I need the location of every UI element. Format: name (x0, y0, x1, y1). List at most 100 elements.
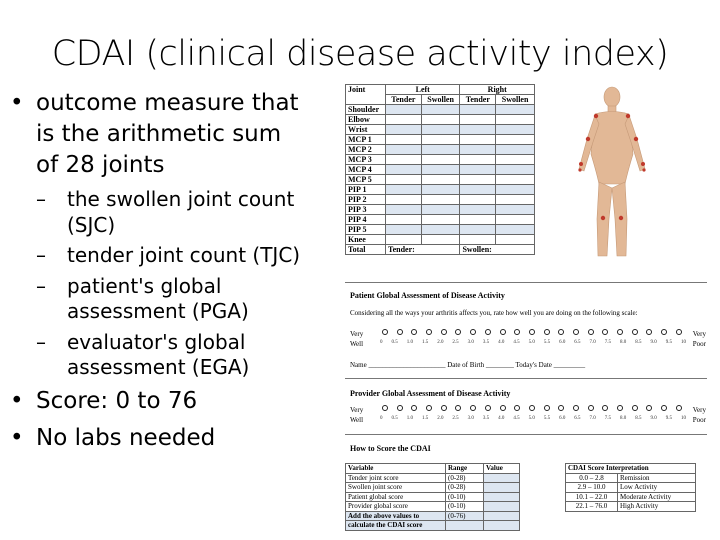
joint-count-cell[interactable] (420, 104, 461, 115)
score-value-cell[interactable] (483, 482, 520, 493)
joint-count-cell[interactable] (420, 154, 461, 165)
scale-radio[interactable] (646, 405, 653, 411)
scale-radio[interactable] (558, 405, 565, 411)
scale-radio[interactable] (411, 405, 418, 411)
joint-count-cell[interactable] (459, 104, 497, 115)
joint-count-cell[interactable] (385, 104, 422, 115)
joint-count-cell[interactable] (420, 114, 461, 125)
scale-radio[interactable] (484, 329, 491, 335)
scale-radio[interactable] (426, 329, 433, 335)
joint-count-cell[interactable] (495, 154, 535, 165)
scale-radio[interactable] (528, 405, 535, 411)
scale-radio[interactable] (661, 329, 668, 335)
joint-count-cell[interactable] (495, 234, 535, 245)
joint-count-cell[interactable] (385, 144, 422, 155)
joint-count-cell[interactable] (385, 184, 422, 195)
joint-count-cell[interactable] (420, 144, 461, 155)
joint-count-cell[interactable] (459, 214, 497, 225)
scale-radio[interactable] (455, 329, 462, 335)
joint-count-cell[interactable] (495, 204, 535, 215)
joint-count-cell[interactable] (495, 134, 535, 145)
scale-radio[interactable] (572, 329, 579, 335)
joint-count-cell[interactable] (420, 184, 461, 195)
joint-count-cell[interactable] (495, 144, 535, 155)
joint-count-cell[interactable] (459, 234, 497, 245)
joint-count-cell[interactable] (420, 174, 461, 185)
joint-count-cell[interactable] (459, 174, 497, 185)
joint-count-cell[interactable] (459, 184, 497, 195)
scale-radio[interactable] (631, 329, 638, 335)
scale-radio[interactable] (499, 329, 506, 335)
scale-circles[interactable] (382, 405, 682, 411)
score-value-cell[interactable] (483, 510, 520, 521)
scale-radio[interactable] (470, 329, 477, 335)
scale-radio[interactable] (411, 329, 418, 335)
scale-radio[interactable] (675, 329, 682, 335)
joint-count-cell[interactable] (420, 194, 461, 205)
joint-count-cell[interactable] (420, 164, 461, 175)
scale-radio[interactable] (675, 405, 682, 411)
joint-count-cell[interactable] (459, 144, 497, 155)
joint-count-cell[interactable] (385, 194, 422, 205)
score-value-cell[interactable] (483, 472, 520, 483)
joint-count-cell[interactable] (385, 114, 422, 125)
joint-count-cell[interactable] (420, 234, 461, 245)
scale-circles[interactable] (382, 329, 682, 335)
scale-radio[interactable] (484, 405, 491, 411)
joint-count-cell[interactable] (420, 124, 461, 135)
scale-radio[interactable] (646, 329, 653, 335)
scale-radio[interactable] (499, 405, 506, 411)
scale-radio[interactable] (543, 405, 550, 411)
joint-count-cell[interactable] (385, 214, 422, 225)
joint-count-cell[interactable] (495, 214, 535, 225)
scale-radio[interactable] (602, 329, 609, 335)
joint-count-cell[interactable] (385, 134, 422, 145)
scale-radio[interactable] (631, 405, 638, 411)
joint-count-cell[interactable] (385, 124, 422, 135)
joint-count-cell[interactable] (495, 194, 535, 205)
joint-count-cell[interactable] (459, 114, 497, 125)
scale-radio[interactable] (617, 329, 623, 335)
scale-radio[interactable] (514, 405, 521, 411)
scale-radio[interactable] (661, 405, 668, 411)
scale-radio[interactable] (440, 405, 447, 411)
joint-count-cell[interactable] (420, 204, 461, 215)
joint-count-cell[interactable] (459, 154, 497, 165)
joint-count-cell[interactable] (385, 164, 422, 175)
joint-count-cell[interactable] (495, 164, 535, 175)
joint-count-cell[interactable] (459, 164, 497, 175)
joint-count-cell[interactable] (385, 234, 422, 245)
scale-radio[interactable] (587, 329, 594, 335)
scale-radio[interactable] (396, 329, 403, 335)
joint-count-cell[interactable] (385, 174, 422, 185)
joint-count-cell[interactable] (495, 124, 535, 135)
scale-radio[interactable] (558, 329, 565, 335)
joint-count-cell[interactable] (495, 184, 535, 195)
scale-radio[interactable] (572, 405, 579, 411)
joint-count-cell[interactable] (385, 204, 422, 215)
scale-radio[interactable] (514, 329, 521, 335)
scale-radio[interactable] (617, 405, 623, 411)
scale-radio[interactable] (602, 405, 609, 411)
joint-count-cell[interactable] (459, 194, 497, 205)
score-value-cell[interactable] (483, 491, 520, 502)
score-value-cell[interactable] (483, 501, 520, 512)
scale-radio[interactable] (455, 405, 462, 411)
joint-count-cell[interactable] (385, 224, 422, 235)
joint-count-cell[interactable] (420, 134, 461, 145)
joint-count-cell[interactable] (459, 204, 497, 215)
joint-count-cell[interactable] (495, 114, 535, 125)
joint-count-cell[interactable] (459, 124, 497, 135)
scale-radio[interactable] (528, 329, 535, 335)
joint-count-cell[interactable] (385, 154, 422, 165)
scale-radio[interactable] (440, 329, 447, 335)
scale-radio[interactable] (382, 329, 388, 335)
scale-radio[interactable] (543, 329, 550, 335)
scale-radio[interactable] (426, 405, 433, 411)
score-value-cell[interactable] (483, 520, 520, 531)
joint-count-cell[interactable] (459, 224, 497, 235)
joint-count-cell[interactable] (420, 214, 461, 225)
joint-count-cell[interactable] (495, 224, 535, 235)
joint-count-cell[interactable] (459, 134, 497, 145)
scale-radio[interactable] (470, 405, 477, 411)
